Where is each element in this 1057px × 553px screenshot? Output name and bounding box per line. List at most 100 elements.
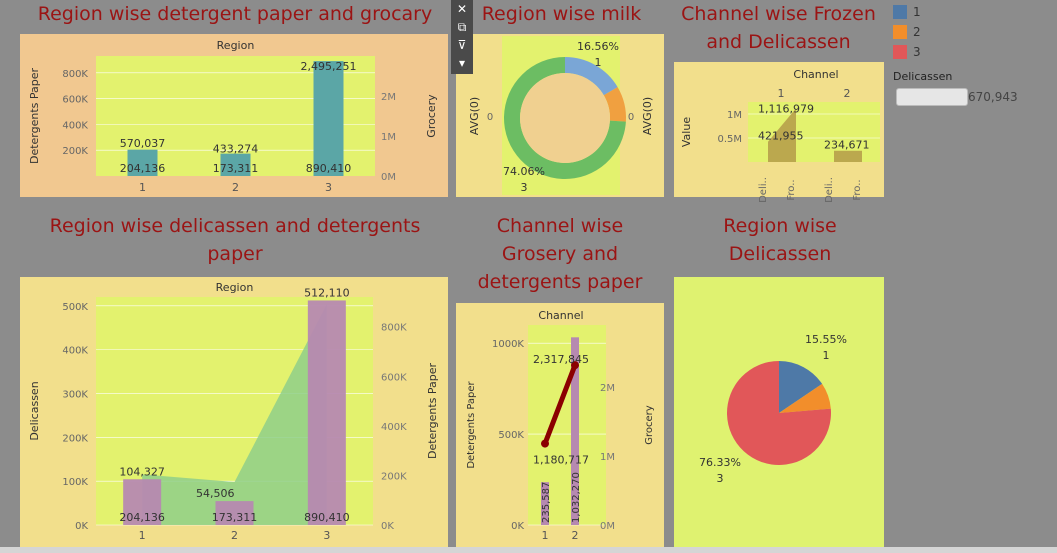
y-tick-label: 0K [75,521,88,532]
legend-label: 3 [913,45,921,59]
legend-item[interactable]: 2 [893,22,1053,42]
slice-label: 3 [717,472,724,485]
y2-tick-label: 2M [600,383,615,394]
bar-delicassen [307,300,346,525]
chart3-panel: Channel 0.5M 1M Value 1 421,955 1,116,979 Deli.… [674,62,884,203]
y-tick-label: 200K [62,146,88,157]
data-label-detergents-paper: 1,032,270 [571,472,582,523]
legend-swatch [893,25,907,39]
filter-icon[interactable]: ⊽ [457,38,467,52]
delicassen-filter-slider[interactable] [896,88,968,106]
y-axis-label: Detergents Paper [28,67,41,164]
y2-tick-label: 1M [600,452,615,463]
x-tick-label: 1 [139,181,146,194]
y2-axis-label: Detergents Paper [426,362,439,459]
chart4-panel: Region 0K 100K 200K 300K 400K 500K 0K 200K 400K 60… [20,277,448,547]
slice-label: 3 [521,181,528,194]
bottom-scrollbar[interactable] [0,547,1057,553]
y2-tick-label: 0M [381,172,396,183]
legend-item[interactable]: 1 [893,2,1053,22]
y-tick-label: 100K [62,477,88,488]
x-tick-label: 1 [542,529,549,542]
donut-hole [520,73,610,163]
slice-pct-label: 76.33% [699,456,741,469]
close-icon[interactable]: ✕ [456,2,468,16]
y-axis-label: AVG(0) [468,97,481,135]
data-label-delicassen: 234,671 [824,139,870,152]
bar-detergents-paper [313,61,344,177]
y-tick-label: 800K [62,69,88,80]
area-mark [834,150,862,162]
column-header: Region [216,281,254,294]
slice-label: 1 [823,349,830,362]
legend-item[interactable]: 3 [893,42,1053,62]
y-tick-label: 600K [62,95,88,106]
y2-axis-label: Grocery [425,94,438,138]
x-tick-label: 1 [139,529,146,542]
donut-slice [603,87,626,122]
bar-delicassen [123,479,162,525]
data-label-delicassen: 104,327 [119,465,165,478]
slice-pct-label: 16.56% [577,40,619,53]
area-detergents-paper [142,304,327,525]
data-label-delicassen: 421,955 [758,130,804,143]
y-axis-label: Detergents Paper [466,380,477,468]
data-label-detergents-paper: 173,311 [212,511,258,524]
menu-caret-icon[interactable]: ▾ [458,56,466,70]
point-grocery [541,439,549,448]
worksheet-toolbar: ✕ ⧉ ⊽ ▾ [451,0,473,74]
y-tick-label: 1000K [492,339,524,350]
bar-delicassen [215,501,254,525]
donut-slice [565,57,618,96]
sub-category-label: Deli.. [824,177,835,203]
chart2-title: Region wise milk [481,3,642,25]
chart5-title: Channel wise Grosery and detergents pape… [477,215,643,293]
chart1-panel: Region 200K 400K 600K 800K 0M 1M 2M Detergents P… [20,34,448,197]
line-grocery [542,362,578,447]
y-tick-label: 1M [727,110,742,121]
y2-tick-label: 800K [381,323,407,334]
data-label-grocery: 2,317,845 [533,353,589,366]
legend-label: 1 [913,5,921,19]
sub-category-label: Fro.. [852,179,863,200]
y2-tick-label: 2M [381,92,396,103]
x-tick-label: 2 [572,529,579,542]
bar-detergents-paper [571,337,579,525]
chart4-title: Region wise delicassen and detergents pa… [49,215,421,265]
popout-icon[interactable]: ⧉ [457,20,467,34]
data-label-detergents-paper: 173,311 [213,162,259,175]
y-axis-label: Value [680,117,693,147]
data-label-delicassen: 54,506 [196,487,235,500]
data-label-grocery: 2,495,251 [301,60,357,73]
pie-slice [779,383,831,413]
data-label-delicassen: 512,110 [304,286,350,299]
y-tick-label: 500K [62,302,88,313]
y-tick-label: 400K [62,120,88,131]
data-label-detergents-paper: 204,136 [120,162,166,175]
pie-slice [727,361,831,465]
color-legend: 1 2 3 [893,2,1053,62]
y2-tick-label: 0 [628,112,634,123]
chart1-title: Region wise detergent paper and grocary [37,3,433,25]
y2-tick-label: 0M [600,521,615,532]
y-tick-label: 300K [62,389,88,400]
y-tick-label: 0 [487,112,493,123]
data-label-detergents-paper: 890,410 [306,162,352,175]
delicassen-filter-label: Delicassen [893,70,953,83]
data-label-grocery: 433,274 [213,143,259,156]
legend-swatch [893,45,907,59]
x-tick-label: 2 [231,529,238,542]
data-label-grocery: 1,180,717 [533,454,589,467]
bar-detergents-paper [541,482,549,525]
x-tick-label: 3 [323,529,330,542]
area-mark [768,108,796,162]
slice-label: 1 [595,56,602,69]
column-header: Region [217,39,255,52]
y-tick-label: 200K [62,433,88,444]
y-axis-label: Delicassen [28,381,41,440]
y-tick-label: 400K [62,346,88,357]
y2-tick-label: 0K [381,521,394,532]
y2-tick-label: 1M [381,132,396,143]
slice-pct-label: 74.06% [503,165,545,178]
data-label-detergents-paper: 204,136 [119,511,165,524]
